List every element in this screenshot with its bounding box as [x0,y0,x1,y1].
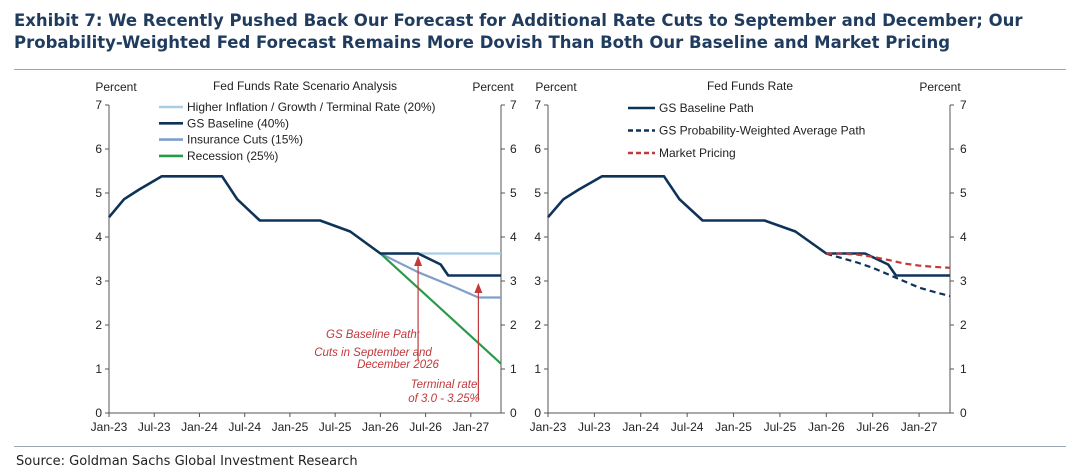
chart-2-legend-label: GS Probability-Weighted Average Path [659,124,865,138]
chart-2-xtick-label: Jan-24 [622,420,659,434]
annotation-terminal-range: of 3.0 - 3.25% [408,393,480,405]
chart-1-ytick-left-label: 6 [95,142,102,156]
chart-1-series-recession-25 [379,252,502,365]
chart-1-legend-label: Recession (25%) [187,149,278,163]
chart-2-xtick-label: Jan-26 [808,420,845,434]
chart-1-ytick-right-label: 3 [510,274,517,288]
chart-1-ytick-right-label: 7 [510,98,517,112]
chart-1-ytick-left-label: 7 [95,98,102,112]
chart-2-ytick-right-label: 4 [960,230,967,244]
chart-1-ytick-left-label: 0 [95,406,102,420]
chart-2-series-gs-baseline-path [547,175,950,277]
chart-1-legend-label: Insurance Cuts (15%) [187,133,303,147]
chart-2-ytick-right-label: 0 [960,406,967,420]
title-line-2: Probability-Weighted Fed Forecast Remain… [14,33,951,52]
chart-1-ylabel-left: Percent [95,80,137,94]
chart-2-ytick-right-label: 2 [960,318,967,332]
bottom-divider [14,446,1066,447]
chart-2-xtick-label: Jul-24 [671,420,704,434]
chart-1-ylabel-right: Percent [472,80,514,94]
chart-1-ytick-right-label: 5 [510,186,517,200]
chart-1-legend-label: GS Baseline (40%) [187,116,289,130]
chart-2-ytick-left-label: 7 [534,98,541,112]
chart-1-ytick-right-label: 0 [510,406,517,420]
exhibit-title: Exhibit 7: We Recently Pushed Back Our F… [14,10,1074,54]
chart-2-ylabel-right: Percent [919,80,961,94]
chart-1-ytick-right-label: 4 [510,230,517,244]
chart-1-xtick-label: Jul-25 [319,420,352,434]
chart-1-ytick-left-label: 2 [95,318,102,332]
chart-2-xtick-label: Jul-25 [764,420,797,434]
chart-1-ytick-left-label: 4 [95,230,102,244]
annotation-arrow-sept-dec-head [414,256,423,266]
chart-2-ytick-left-label: 4 [534,230,541,244]
chart-2-ytick-left-label: 2 [534,318,541,332]
chart-1-ytick-right-label: 1 [510,362,517,376]
chart-2-ytick-right-label: 6 [960,142,967,156]
chart-2-xtick-label: Jan-27 [901,420,938,434]
chart-2-ytick-left-label: 6 [534,142,541,156]
chart-2-legend-label: GS Baseline Path [659,101,754,115]
chart-1-xtick-label: Jan-26 [362,420,399,434]
chart-1-xtick-label: Jan-25 [272,420,309,434]
chart-1-ytick-left-label: 1 [95,362,102,376]
chart-2-series-gs-probability-weighted-average-path [825,252,951,298]
chart-1-title: Fed Funds Rate Scenario Analysis [213,79,397,93]
chart-2-xtick-label: Jul-26 [856,420,889,434]
top-divider [14,69,1066,70]
chart-2-ylabel-left: Percent [535,80,577,94]
chart-2-ytick-left-label: 0 [534,406,541,420]
chart-1-legend-label: Higher Inflation / Growth / Terminal Rat… [187,100,436,114]
title-line-1: Exhibit 7: We Recently Pushed Back Our F… [14,11,1023,30]
chart-1-series-insurance-cuts-15 [379,252,501,299]
source-note: Source: Goldman Sachs Global Investment … [16,454,358,469]
chart-2-ytick-right-label: 7 [960,98,967,112]
chart-2-xtick-label: Jul-23 [578,420,611,434]
chart-2-ytick-right-label: 3 [960,274,967,288]
chart-2-ytick-right-label: 5 [960,186,967,200]
chart-2-title: Fed Funds Rate [707,79,793,93]
annotation-cuts-line2: December 2026 [357,359,439,371]
annotation-baseline-path: GS Baseline Path: [326,329,420,341]
chart-2-xtick-label: Jan-23 [530,420,567,434]
chart-2-legend-label: Market Pricing [659,146,736,160]
annotation-arrow-terminal-head [474,283,483,293]
annotation-terminal-rate: Terminal rate [411,379,478,391]
chart-1-xtick-label: Jan-23 [91,420,128,434]
chart-1-ytick-right-label: 2 [510,318,517,332]
chart-2-ytick-right-label: 1 [960,362,967,376]
chart-1-xtick-label: Jan-27 [452,420,489,434]
annotation-cuts-line1: Cuts in September and [314,347,432,359]
chart-2-xtick-label: Jan-25 [715,420,752,434]
chart-2-ytick-left-label: 3 [534,274,541,288]
chart-2-series-market-pricing [826,252,951,269]
chart-1-ytick-left-label: 5 [95,186,102,200]
chart-2-ytick-left-label: 5 [534,186,541,200]
chart-2-ytick-left-label: 1 [534,362,541,376]
chart-1-xtick-label: Jan-24 [181,420,218,434]
chart-1-ytick-right-label: 6 [510,142,517,156]
chart-1-xtick-label: Jul-26 [409,420,442,434]
chart-1-xtick-label: Jul-24 [228,420,261,434]
chart-1-ytick-left-label: 3 [95,274,102,288]
chart-1-series-gs-baseline-40 [108,175,501,277]
chart-1-xtick-label: Jul-23 [138,420,171,434]
